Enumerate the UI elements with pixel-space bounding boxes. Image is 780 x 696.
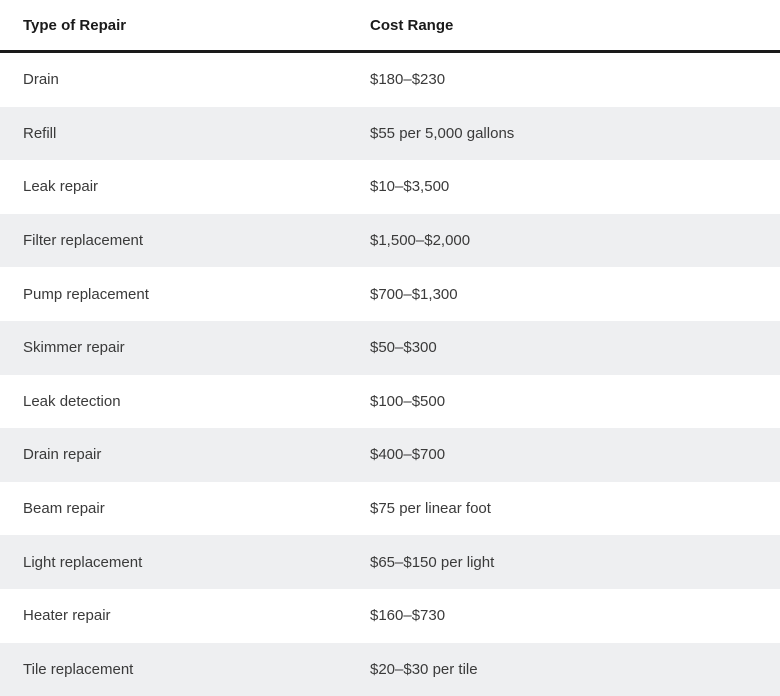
cost-range-cell: $160–$730 <box>370 607 446 625</box>
repair-type-cell: Beam repair <box>23 500 105 518</box>
table-row: Leak repair $10–$3,500 <box>0 160 780 214</box>
repair-type-cell: Skimmer repair <box>23 339 125 357</box>
cost-range-cell: $55 per 5,000 gallons <box>370 124 515 142</box>
repair-type-cell: Leak detection <box>23 392 121 410</box>
cost-range-cell: $180–$230 <box>370 71 446 89</box>
repair-type-cell: Tile replacement <box>23 660 134 678</box>
header-cost-range: Cost Range <box>370 16 454 34</box>
cost-range-cell: $700–$1,300 <box>370 285 458 303</box>
header-type-of-repair: Type of Repair <box>23 16 127 34</box>
cost-range-cell: $100–$500 <box>370 392 446 410</box>
repair-type-cell: Drain <box>23 71 59 89</box>
table-row: Refill $55 per 5,000 gallons <box>0 106 780 161</box>
table-row: Drain $180–$230 <box>0 53 780 107</box>
table-row: Pump replacement $700–$1,300 <box>0 267 780 321</box>
cost-range-cell: $400–$700 <box>370 446 446 464</box>
table-row: Beam repair $75 per linear foot <box>0 482 780 536</box>
table-row: Light replacement $65–$150 per light <box>0 535 780 589</box>
cost-range-cell: $10–$3,500 <box>370 178 450 196</box>
table-row: Filter replacement $1,500–$2,000 <box>0 213 780 268</box>
cost-range-cell: $65–$150 per light <box>370 553 495 571</box>
repair-type-cell: Heater repair <box>23 607 111 625</box>
repair-type-cell: Refill <box>23 124 57 142</box>
repair-type-cell: Leak repair <box>23 178 99 196</box>
cost-range-cell: $75 per linear foot <box>370 500 491 518</box>
table-row: Drain repair $400–$700 <box>0 428 780 482</box>
repair-type-cell: Filter replacement <box>23 232 144 250</box>
repair-type-cell: Light replacement <box>23 553 143 571</box>
repair-type-cell: Drain repair <box>23 446 102 464</box>
cost-range-cell: $50–$300 <box>370 339 437 357</box>
cost-range-cell: $1,500–$2,000 <box>370 232 471 250</box>
table-row: Leak detection $100–$500 <box>0 375 780 429</box>
table-row: Tile replacement $20–$30 per tile <box>0 642 780 696</box>
repair-type-cell: Pump replacement <box>23 285 149 303</box>
cost-range-cell: $20–$30 per tile <box>370 660 478 678</box>
table-row: Heater repair $160–$730 <box>0 589 780 643</box>
table-row: Skimmer repair $50–$300 <box>0 320 780 375</box>
table-header-row: Type of Repair Cost Range <box>0 0 780 53</box>
